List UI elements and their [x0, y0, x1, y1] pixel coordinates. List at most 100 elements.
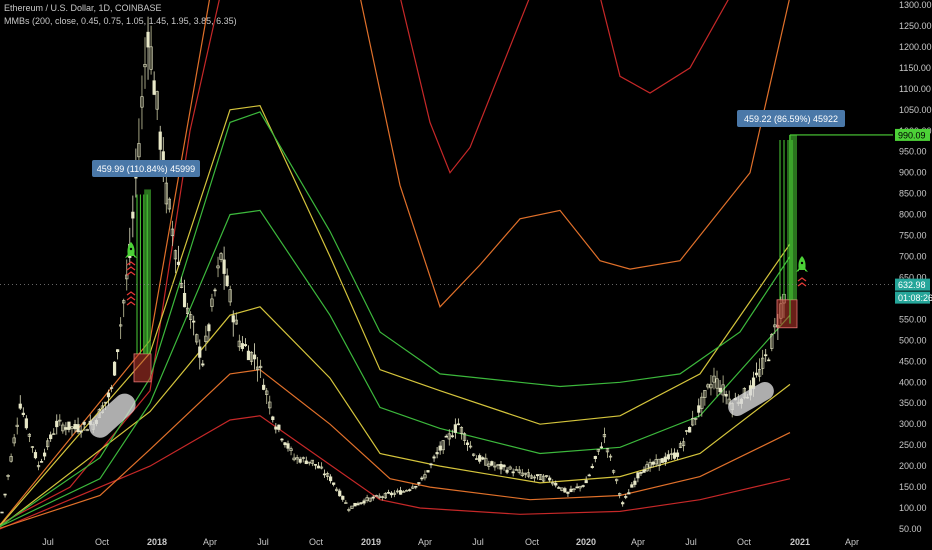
- candle-body: [529, 475, 534, 479]
- candle-body: [672, 452, 677, 459]
- candle-body: [55, 420, 59, 428]
- candle-body: [292, 457, 296, 461]
- candle-body: [389, 492, 394, 496]
- candle-body: [666, 454, 670, 460]
- candle-body: [231, 315, 235, 323]
- candle-body: [545, 475, 549, 477]
- measure-range-1: [789, 134, 797, 300]
- rocket-fins: [125, 254, 137, 258]
- candle-body: [581, 485, 585, 487]
- rocket-window: [800, 261, 804, 265]
- price-tick: 100.00: [899, 503, 927, 513]
- candle-body: [432, 456, 436, 459]
- candle-body: [149, 46, 153, 70]
- price-tick: 1250.00: [899, 21, 932, 31]
- candle-body: [186, 307, 190, 315]
- candle-body: [508, 466, 512, 470]
- chart-title: Ethereum / U.S. Dollar, 1D, COINBASE: [4, 3, 162, 13]
- candle-body: [76, 424, 80, 433]
- chevron: [126, 271, 136, 276]
- candle-body: [316, 465, 321, 469]
- candle-body: [551, 482, 555, 485]
- candle-body: [295, 457, 299, 460]
- candle-body: [548, 477, 552, 481]
- candle-body: [265, 390, 269, 395]
- candle-body: [192, 320, 196, 323]
- candle-body: [450, 435, 454, 438]
- candle-body: [353, 502, 357, 507]
- candle-body: [61, 424, 65, 432]
- candle-body: [119, 324, 123, 327]
- candle-body: [514, 469, 518, 471]
- candle-body: [329, 476, 333, 482]
- chevron: [126, 266, 136, 271]
- price-tick: 1200.00: [899, 42, 932, 52]
- candle-body: [502, 464, 506, 468]
- chevron: [797, 282, 807, 287]
- candle-body: [398, 490, 403, 495]
- candle-body: [167, 198, 171, 210]
- candle-body: [560, 487, 564, 491]
- candle-body: [228, 289, 232, 303]
- candle-body: [243, 344, 248, 347]
- candle-body: [593, 455, 597, 459]
- price-tick: 1100.00: [899, 84, 931, 94]
- candle-body: [691, 418, 695, 426]
- candle-body: [764, 354, 768, 357]
- candle-body: [642, 469, 646, 473]
- candle-body: [182, 292, 187, 308]
- candle-body: [520, 472, 524, 476]
- candle-body: [624, 496, 628, 498]
- candle-body: [307, 461, 311, 464]
- candle-body: [554, 483, 558, 486]
- candle-body: [535, 474, 540, 477]
- candle-body: [237, 340, 241, 348]
- candle-body: [36, 465, 41, 468]
- candle-body: [350, 505, 354, 509]
- rocket-window: [129, 247, 133, 251]
- candle-body: [645, 464, 649, 472]
- candle-body: [365, 497, 369, 501]
- candle-body: [435, 452, 439, 455]
- price-tick: 150.00: [899, 482, 927, 492]
- candle-body: [298, 458, 302, 463]
- time-tick: Apr: [631, 537, 645, 547]
- candle-body: [526, 472, 530, 477]
- candle-body: [335, 488, 339, 492]
- candle-body: [569, 488, 573, 493]
- candle-body: [408, 489, 412, 491]
- candle-body: [724, 394, 728, 397]
- candle-body: [770, 334, 774, 349]
- candle-body: [584, 480, 588, 484]
- candle-body: [344, 502, 348, 504]
- time-tick: Jul: [42, 537, 54, 547]
- candle-body: [712, 375, 716, 383]
- candle-body: [103, 401, 108, 404]
- measure-label-1: 459.22 (86.59%) 45922: [737, 110, 845, 127]
- candle-body: [475, 458, 479, 460]
- time-tick: 2020: [576, 537, 596, 547]
- price-tick: 1150.00: [899, 63, 931, 73]
- candle-body: [627, 492, 631, 495]
- candle-body: [173, 250, 178, 260]
- candle-body: [678, 443, 683, 448]
- time-tick: 2021: [790, 537, 810, 547]
- candle-body: [684, 430, 689, 432]
- countdown-badge: 01:08:26: [895, 291, 932, 304]
- candle-body: [453, 424, 457, 433]
- last-price-badge: 632.98: [895, 278, 930, 291]
- candle-body: [106, 392, 111, 398]
- candle-body: [27, 433, 31, 437]
- time-tick: Oct: [309, 537, 324, 547]
- time-tick: Oct: [95, 537, 110, 547]
- candle-body: [459, 426, 464, 434]
- price-tick: 750.00: [899, 231, 927, 241]
- candle-body: [700, 396, 704, 409]
- candle-body: [152, 80, 156, 95]
- candle-body: [240, 343, 244, 349]
- chevron: [797, 277, 807, 282]
- candle-body: [438, 445, 442, 451]
- candle-body: [283, 442, 287, 446]
- candle-body: [417, 482, 421, 484]
